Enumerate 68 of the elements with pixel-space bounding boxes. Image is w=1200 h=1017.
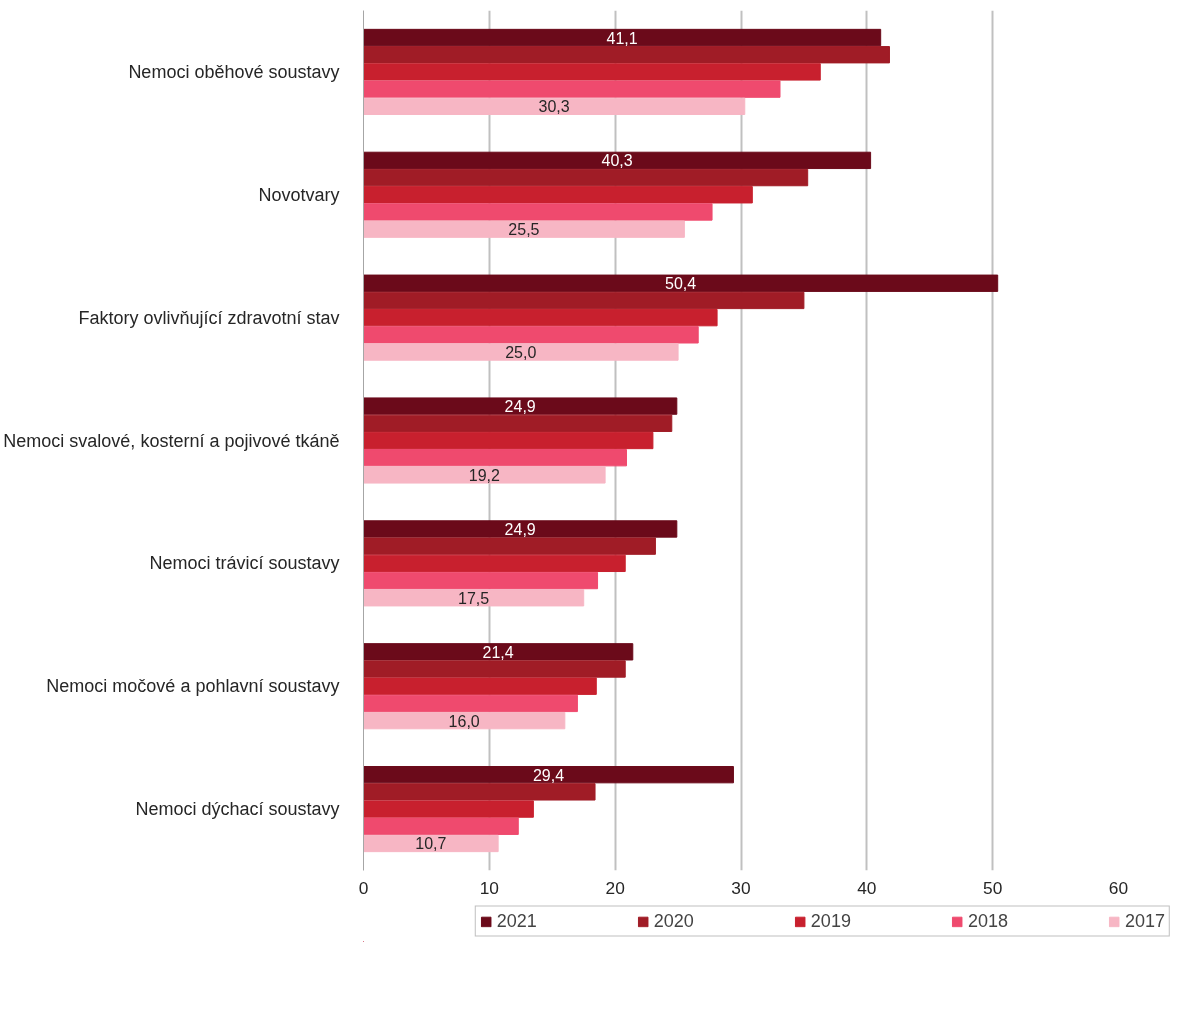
x-tick-label: 30 [731,877,751,898]
bar [363,220,685,238]
data-label: 24,9 [504,520,536,538]
legend-label: 2019 [810,910,851,932]
data-label: 21,4 [482,643,514,661]
y-tick-label: Nemoci dýchací soustavy [135,799,340,820]
bar [363,800,534,818]
bar [363,80,781,98]
x-tick-label: 50 [983,877,1003,898]
bar [363,537,656,555]
bar [363,186,753,204]
bar [363,571,599,590]
bar [363,291,805,310]
bar [363,431,654,450]
legend-label: 2021 [496,910,537,932]
bar [363,46,890,64]
bar [363,677,597,695]
bar [363,274,999,292]
bar [363,711,566,730]
bar [363,203,713,221]
legend-label: 2018 [967,910,1008,932]
bar [363,783,596,801]
legend-label: 2017 [1124,910,1165,932]
bar [363,168,809,187]
bar [363,694,578,713]
legend-label: 2020 [653,910,694,932]
bar [363,643,634,661]
bar [363,28,882,47]
bar [363,766,734,784]
bar [363,326,699,344]
data-label: 50,4 [665,275,697,293]
x-tick-label: 10 [479,877,499,898]
data-label: 24,9 [504,398,536,416]
bar [363,343,679,361]
bar [363,151,872,170]
data-label: 30,3 [538,98,570,116]
bar [363,97,746,115]
bar [363,520,678,538]
y-tick-label: Nemoci svalové, kosterní a pojivové tkáně [3,430,340,451]
x-tick-label: 40 [857,877,877,898]
data-label: 10,7 [415,835,447,853]
data-label: 40,3 [601,152,633,170]
x-tick-label: 60 [1108,877,1129,898]
y-tick-label: Nemoci trávicí soustavy [149,553,340,574]
y-tick-label: Faktory ovlivňující zdravotní stav [78,307,340,328]
bar [363,834,499,853]
y-tick-label: Nemoci močové a pohlavní soustavy [46,676,340,697]
data-label: 16,0 [448,712,480,730]
data-label: 25,0 [505,344,537,362]
bar [363,397,678,415]
bar [363,63,821,81]
bar [363,817,519,835]
bar [363,554,626,573]
data-label: 41,1 [606,29,638,47]
data-label: 17,5 [458,589,490,607]
bar [363,449,627,467]
bar [363,660,626,678]
bar [363,414,673,432]
y-tick-label: Novotvary [258,184,340,205]
x-tick-label: 0 [358,877,369,898]
data-label: 29,4 [532,766,565,784]
bar [363,466,606,484]
bar [363,308,718,327]
x-tick-label: 20 [605,877,625,898]
bar [363,589,585,607]
data-label: 19,2 [468,466,500,484]
data-label: 25,5 [508,221,540,239]
y-tick-label: Nemoci oběhové soustavy [128,61,340,82]
